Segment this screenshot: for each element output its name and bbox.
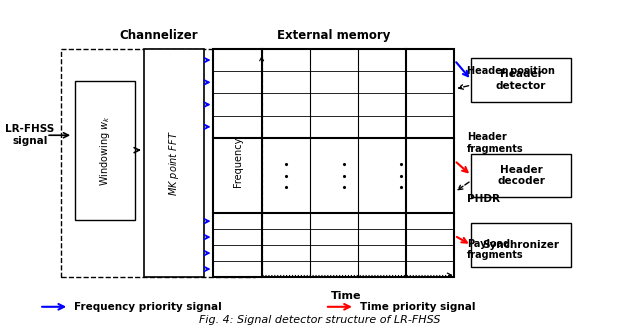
Text: Time priority signal: Time priority signal [360,302,476,312]
Text: Windowing $w_k$: Windowing $w_k$ [98,115,112,185]
Bar [214,49,454,277]
Text: $MK$ point FFT: $MK$ point FFT [166,130,180,196]
Text: Header
detector: Header detector [496,69,547,91]
Text: LR-FHSS
signal: LR-FHSS signal [5,124,54,146]
Text: Fig. 4: Signal detector structure of LR-FHSS: Fig. 4: Signal detector structure of LR-… [199,314,441,325]
Text: Header position: Header position [467,66,556,76]
Text: Payload
fragments: Payload fragments [467,239,524,260]
Bar [61,49,255,277]
Text: Header
fragments: Header fragments [467,132,524,153]
Bar [471,154,571,197]
Bar [75,81,135,219]
Text: Synchronizer: Synchronizer [483,240,559,250]
Text: Header
decoder: Header decoder [497,165,545,186]
Text: Time: Time [331,291,361,301]
Text: Channelizer: Channelizer [119,29,198,42]
Bar [471,223,571,267]
Text: External memory: External memory [277,29,390,42]
Text: PHDR: PHDR [467,194,500,204]
Bar [144,49,204,277]
Bar [471,58,571,102]
Text: Frequency: Frequency [232,137,243,187]
Text: Frequency priority signal: Frequency priority signal [74,302,222,312]
